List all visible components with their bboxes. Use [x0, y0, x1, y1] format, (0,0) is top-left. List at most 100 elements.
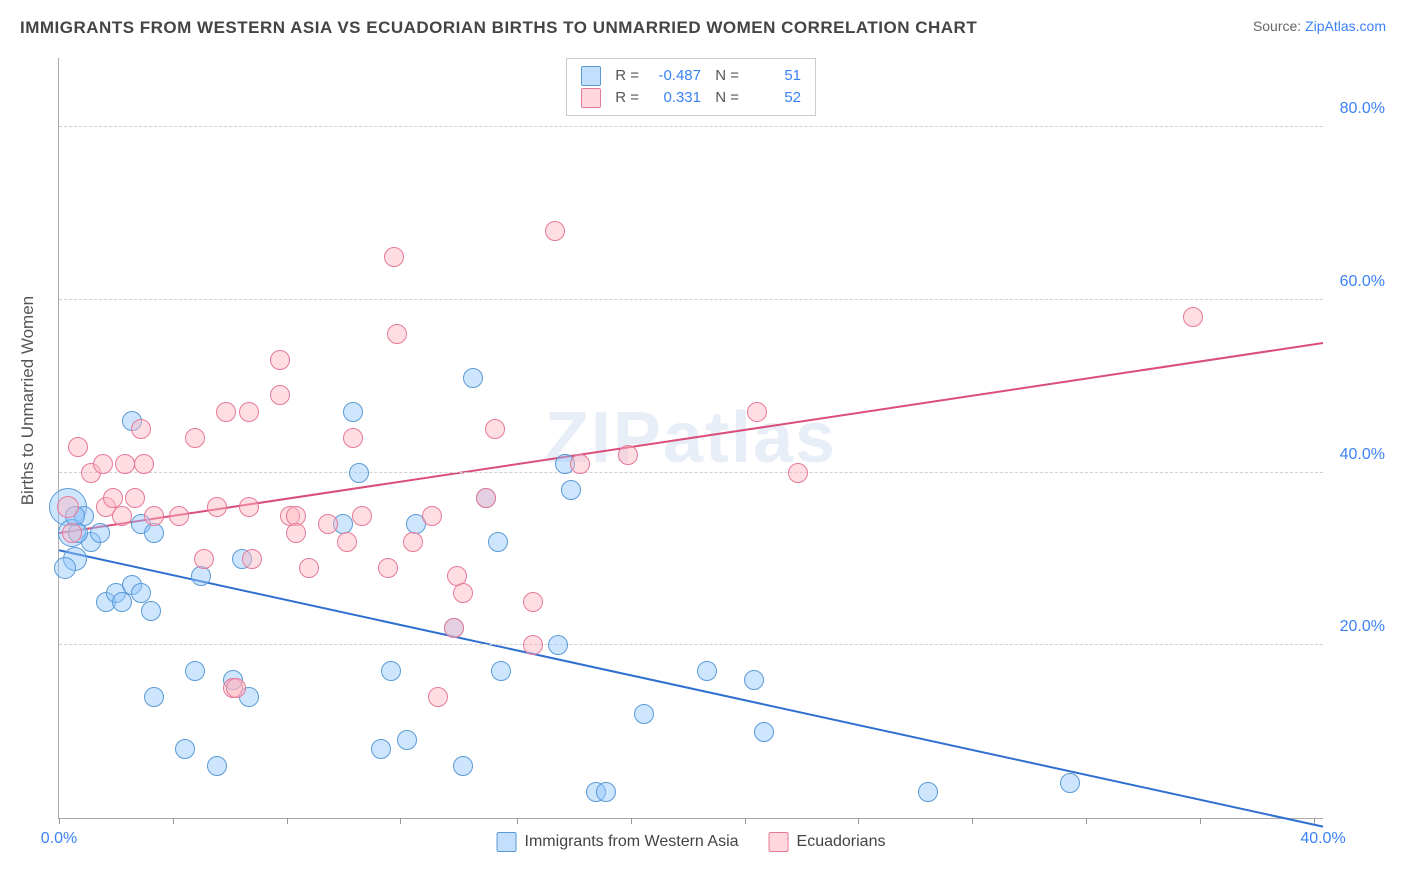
data-point-pink: [403, 532, 423, 552]
data-point-pink: [387, 324, 407, 344]
data-point-pink: [169, 506, 189, 526]
data-point-pink: [131, 419, 151, 439]
x-tick: [400, 818, 401, 824]
data-point-pink: [62, 523, 82, 543]
data-point-blue: [144, 687, 164, 707]
data-point-blue: [397, 730, 417, 750]
data-point-blue: [185, 661, 205, 681]
x-tick: [972, 818, 973, 824]
data-point-pink: [144, 506, 164, 526]
series-legend: Immigrants from Western Asia Ecuadorians: [497, 832, 886, 852]
x-tick: [631, 818, 632, 824]
data-point-blue: [548, 635, 568, 655]
data-point-blue: [343, 402, 363, 422]
x-tick: [287, 818, 288, 824]
y-tick-label: 20.0%: [1340, 618, 1385, 636]
data-point-blue: [207, 756, 227, 776]
data-point-blue: [463, 368, 483, 388]
gridline: [59, 644, 1323, 645]
data-point-pink: [194, 549, 214, 569]
data-point-blue: [491, 661, 511, 681]
data-point-blue: [144, 523, 164, 543]
x-tick: [858, 818, 859, 824]
data-point-pink: [270, 350, 290, 370]
x-tick-label: 0.0%: [41, 830, 77, 848]
y-tick-label: 40.0%: [1340, 446, 1385, 464]
data-point-pink: [444, 618, 464, 638]
data-point-pink: [422, 506, 442, 526]
data-point-pink: [239, 497, 259, 517]
data-point-pink: [618, 445, 638, 465]
data-point-blue: [634, 704, 654, 724]
data-point-pink: [318, 514, 338, 534]
data-point-pink: [523, 592, 543, 612]
source-label: Source: ZipAtlas.com: [1253, 18, 1386, 34]
data-point-pink: [545, 221, 565, 241]
gridline: [59, 299, 1323, 300]
data-point-blue: [488, 532, 508, 552]
data-point-pink: [523, 635, 543, 655]
data-point-blue: [175, 739, 195, 759]
data-point-blue: [112, 592, 132, 612]
data-point-pink: [242, 549, 262, 569]
data-point-pink: [216, 402, 236, 422]
data-point-pink: [476, 488, 496, 508]
data-point-pink: [1183, 307, 1203, 327]
data-point-blue: [744, 670, 764, 690]
data-point-pink: [134, 454, 154, 474]
data-point-pink: [485, 419, 505, 439]
plot-area: ZIPatlas R =-0.487N =51R =0.331N =52 Imm…: [58, 58, 1323, 819]
gridline: [59, 126, 1323, 127]
x-tick: [59, 818, 60, 824]
data-point-blue: [54, 557, 76, 579]
x-tick: [173, 818, 174, 824]
data-point-pink: [299, 558, 319, 578]
data-point-pink: [185, 428, 205, 448]
data-point-blue: [349, 463, 369, 483]
data-point-pink: [239, 402, 259, 422]
data-point-pink: [270, 385, 290, 405]
data-point-blue: [918, 782, 938, 802]
legend-swatch: [769, 832, 789, 852]
data-point-pink: [384, 247, 404, 267]
data-point-blue: [596, 782, 616, 802]
data-point-blue: [697, 661, 717, 681]
x-tick: [1314, 818, 1315, 824]
x-tick: [1086, 818, 1087, 824]
data-point-pink: [207, 497, 227, 517]
data-point-blue: [561, 480, 581, 500]
data-point-pink: [226, 678, 246, 698]
chart-title: IMMIGRANTS FROM WESTERN ASIA VS ECUADORI…: [20, 18, 977, 38]
data-point-pink: [343, 428, 363, 448]
data-point-pink: [93, 454, 113, 474]
data-point-blue: [371, 739, 391, 759]
data-point-blue: [1060, 773, 1080, 793]
data-point-pink: [112, 506, 132, 526]
data-point-pink: [428, 687, 448, 707]
y-axis-label: Births to Unmarried Women: [18, 296, 38, 505]
data-point-pink: [337, 532, 357, 552]
source-link[interactable]: ZipAtlas.com: [1305, 18, 1386, 34]
data-point-pink: [115, 454, 135, 474]
data-point-blue: [141, 601, 161, 621]
y-tick-label: 60.0%: [1340, 273, 1385, 291]
data-point-blue: [381, 661, 401, 681]
y-tick-label: 80.0%: [1340, 100, 1385, 118]
gridline: [59, 472, 1323, 473]
data-point-blue: [90, 523, 110, 543]
data-point-pink: [747, 402, 767, 422]
data-point-blue: [453, 756, 473, 776]
data-point-blue: [754, 722, 774, 742]
data-point-pink: [378, 558, 398, 578]
x-tick: [1200, 818, 1201, 824]
x-tick: [745, 818, 746, 824]
legend-item: Immigrants from Western Asia: [497, 832, 739, 852]
data-point-pink: [286, 523, 306, 543]
data-point-pink: [57, 496, 79, 518]
legend-item: Ecuadorians: [769, 832, 886, 852]
chart-container: IMMIGRANTS FROM WESTERN ASIA VS ECUADORI…: [0, 0, 1406, 892]
x-tick: [517, 818, 518, 824]
data-point-blue: [191, 566, 211, 586]
data-point-pink: [68, 437, 88, 457]
data-point-pink: [352, 506, 372, 526]
